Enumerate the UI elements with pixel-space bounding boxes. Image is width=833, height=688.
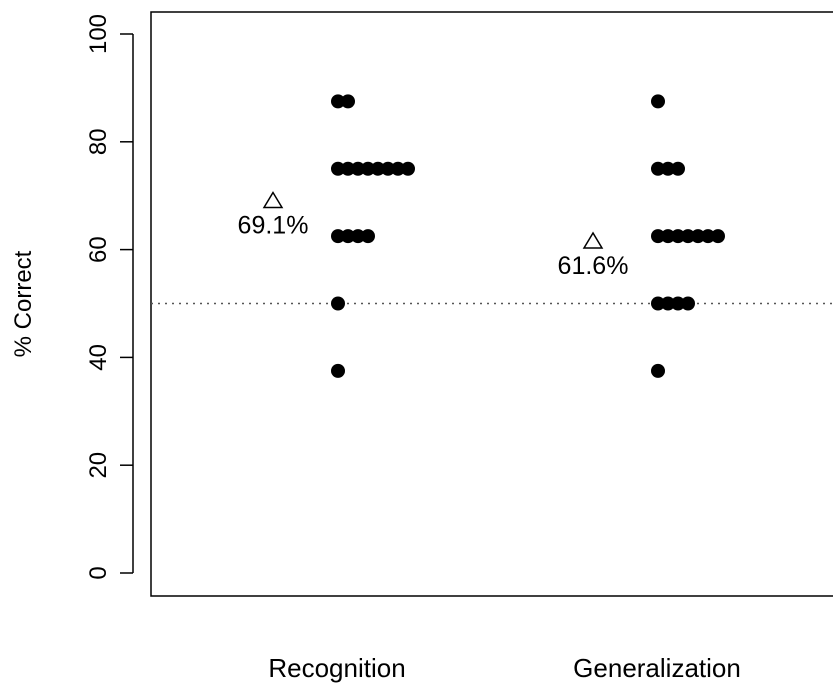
data-point <box>331 363 345 378</box>
data-point <box>341 94 355 109</box>
group-means: 69.1% 61.6% <box>238 191 629 280</box>
data-point <box>651 229 665 244</box>
data-points <box>331 94 725 378</box>
data-point <box>341 161 355 176</box>
data-point <box>651 296 665 311</box>
mean-marker <box>262 191 284 209</box>
data-point <box>691 229 705 244</box>
data-point <box>361 229 375 244</box>
data-point <box>401 161 415 176</box>
data-point <box>651 161 665 176</box>
data-point <box>651 363 665 378</box>
data-point <box>351 161 365 176</box>
data-point <box>661 161 675 176</box>
mean-label: 69.1% <box>238 212 309 240</box>
category-label: Generalization <box>573 653 741 683</box>
data-point <box>341 229 355 244</box>
data-point <box>331 94 345 109</box>
y-axis-ticks: 0 20 40 60 80 100 <box>85 14 133 580</box>
category-label: Recognition <box>268 653 405 683</box>
y-axis-label: % Correct <box>10 250 37 357</box>
y-tick-label: 60 <box>85 236 112 263</box>
data-point <box>361 161 375 176</box>
plot-frame <box>150 11 833 597</box>
data-point <box>671 296 685 311</box>
data-point <box>381 161 395 176</box>
category-labels: Recognition Generalization <box>268 653 740 683</box>
data-point <box>681 229 695 244</box>
data-point <box>681 296 695 311</box>
data-point <box>661 296 675 311</box>
data-point <box>331 296 345 311</box>
data-point <box>661 229 675 244</box>
data-point <box>391 161 405 176</box>
data-point <box>371 161 385 176</box>
mean-label: 61.6% <box>558 252 629 280</box>
y-tick-label: 20 <box>85 452 112 479</box>
data-point <box>671 161 685 176</box>
y-tick-label: 80 <box>85 128 112 155</box>
data-point <box>651 94 665 109</box>
data-point <box>711 229 725 244</box>
data-point <box>331 229 345 244</box>
mean-marker <box>582 231 604 249</box>
y-tick-label: 40 <box>85 344 112 371</box>
y-tick-label: 100 <box>85 14 112 54</box>
data-point <box>351 229 365 244</box>
data-point <box>331 161 345 176</box>
data-point <box>671 229 685 244</box>
y-tick-label: 0 <box>85 566 112 579</box>
data-point <box>701 229 715 244</box>
